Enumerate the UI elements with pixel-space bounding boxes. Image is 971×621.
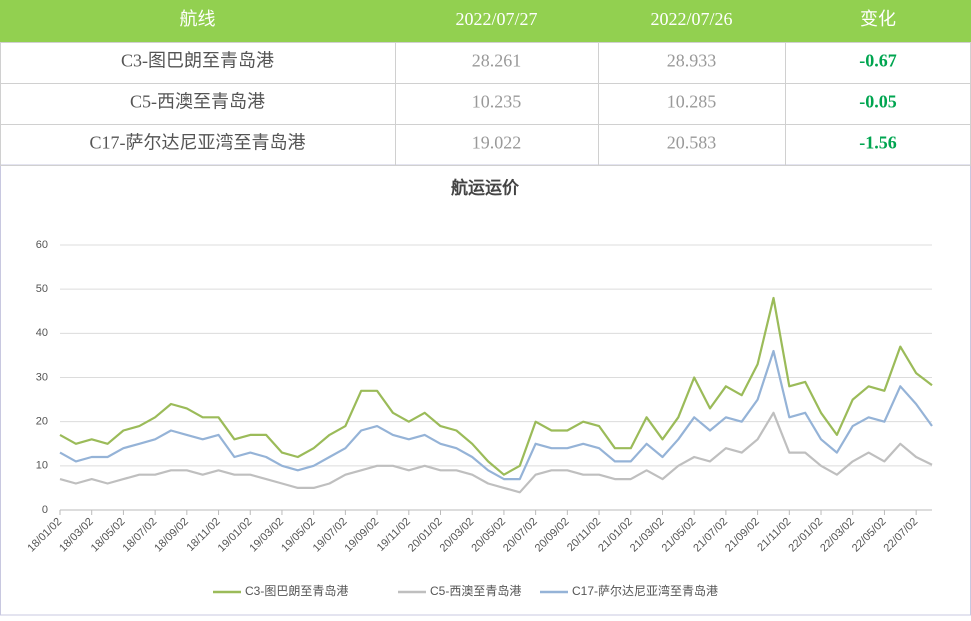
y-tick-label: 60 (36, 239, 48, 251)
table-cell: C3-图巴朗至青岛港 (121, 51, 274, 71)
y-tick-label: 50 (36, 283, 48, 295)
series-line (59, 349, 933, 481)
table-cell: 10.235 (472, 92, 522, 112)
series-line (59, 296, 933, 476)
legend-label: C17-萨尔达尼亚湾至青岛港 (572, 583, 718, 598)
table-cell: -0.05 (859, 92, 897, 112)
table-cell: 20.583 (667, 133, 717, 153)
y-tick-label: 40 (36, 327, 48, 339)
chart-title: 航运运价 (451, 177, 520, 197)
table-cell: 28.933 (667, 51, 717, 71)
table-cell: -1.56 (859, 133, 897, 153)
table-cell: C5-西澳至青岛港 (130, 92, 265, 112)
legend-label: C3-图巴朗至青岛港 (245, 583, 348, 598)
legend-label: C5-西澳至青岛港 (430, 583, 521, 598)
table-header-bg (0, 0, 971, 42)
series-line (59, 411, 933, 494)
y-tick-label: 0 (42, 504, 48, 516)
y-tick-label: 30 (36, 371, 48, 383)
table-header-cell: 变化 (860, 9, 896, 29)
y-tick-label: 20 (36, 416, 48, 428)
table-cell: 28.261 (472, 51, 522, 71)
table-cell: 19.022 (472, 133, 522, 153)
table-cell: -0.67 (859, 51, 897, 71)
table-header-cell: 航线 (180, 9, 216, 29)
y-tick-label: 10 (36, 460, 48, 472)
table-cell: 10.285 (667, 92, 717, 112)
table-header-cell: 2022/07/26 (650, 9, 732, 29)
table-header-cell: 2022/07/27 (455, 9, 537, 29)
table-cell: C17-萨尔达尼亚湾至青岛港 (90, 133, 306, 153)
